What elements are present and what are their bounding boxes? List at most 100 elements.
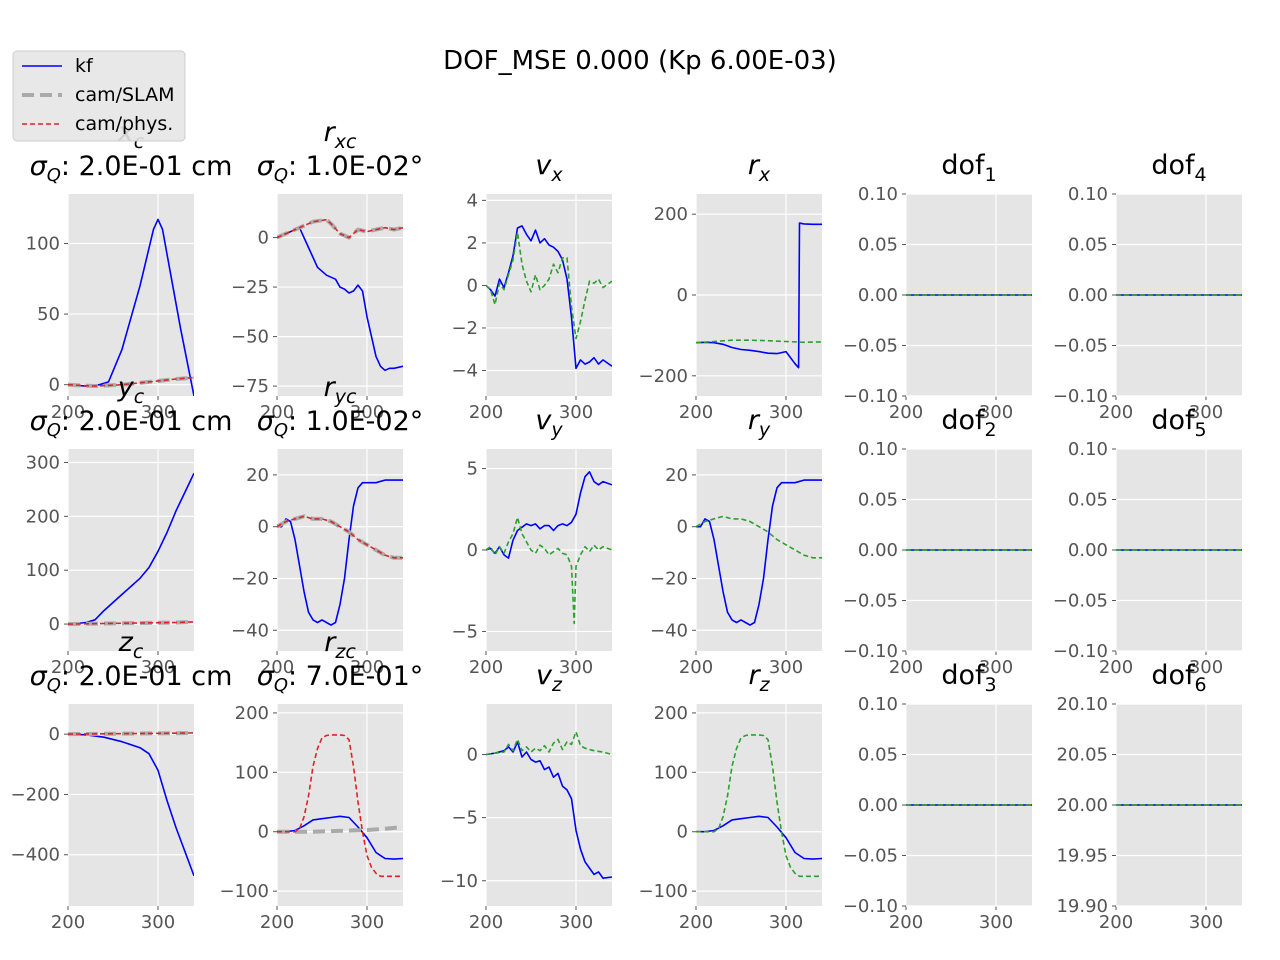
y-tick-label: 0.10 xyxy=(1068,439,1108,460)
legend-label: cam/phys. xyxy=(75,113,173,135)
series-line-cam-phys- xyxy=(277,515,403,559)
x-tick-label: 300 xyxy=(979,402,1013,423)
y-tick-label: 100 xyxy=(26,233,60,254)
x-tick-label: 200 xyxy=(260,912,294,933)
y-tick-label: −0.10 xyxy=(1053,386,1108,407)
y-tick-label: −20 xyxy=(231,568,269,589)
panel-subtitle: σQ: 2.0E-01 cm xyxy=(30,151,233,186)
y-tick-label: 0 xyxy=(467,540,478,561)
x-tick-label: 300 xyxy=(1189,912,1223,933)
x-tick-label: 200 xyxy=(469,402,503,423)
y-tick-label: 0 xyxy=(467,275,478,296)
x-tick-label: 300 xyxy=(559,912,593,933)
series-line-cam-phys- xyxy=(696,515,822,559)
x-tick-label: 200 xyxy=(679,402,713,423)
y-tick-label: 0 xyxy=(258,822,269,843)
y-tick-label: 100 xyxy=(654,762,688,783)
x-tick-label: 300 xyxy=(1189,402,1223,423)
panel-title: vy xyxy=(535,405,563,441)
y-tick-label: 0.05 xyxy=(1068,235,1108,256)
panel-title: zc xyxy=(118,627,144,663)
panel-title: dof6 xyxy=(1151,660,1206,696)
series-group xyxy=(486,730,612,880)
y-tick-label: 200 xyxy=(26,506,60,527)
y-tick-label: 0.10 xyxy=(858,694,898,715)
y-tick-label: 0 xyxy=(677,285,688,306)
y-tick-label: −0.10 xyxy=(843,386,898,407)
series-group xyxy=(277,734,403,878)
panel-title: vx xyxy=(535,150,563,186)
y-tick-label: 0.00 xyxy=(1068,540,1108,561)
y-tick-label: 20 xyxy=(246,465,269,486)
panel-title: dof4 xyxy=(1151,150,1206,186)
series-line-cam-phys- xyxy=(68,621,194,625)
panel-title: rx xyxy=(748,150,771,186)
axes-background xyxy=(486,194,612,396)
panel-title: rxc xyxy=(324,117,357,153)
panel-title: rz xyxy=(748,660,770,696)
y-tick-label: −2 xyxy=(451,318,478,339)
y-tick-label: −0.05 xyxy=(843,591,898,612)
panel-title: dof1 xyxy=(941,150,996,186)
series-group xyxy=(68,218,194,396)
x-tick-label: 200 xyxy=(469,657,503,678)
panel-title: dof3 xyxy=(941,660,996,696)
subplot-4: 200 300 200 0 −200 rx xyxy=(639,150,822,423)
series-line-cam-slam xyxy=(68,375,194,389)
axes-background xyxy=(68,704,194,906)
series-line-cam-slam xyxy=(277,825,403,834)
x-tick-label: 200 xyxy=(1099,912,1133,933)
panel-title: dof2 xyxy=(941,405,996,441)
subplot-11: 200 300 0.10 0.05 0.00 −0.05 −0.10 dof2 xyxy=(843,405,1032,678)
x-tick-label: 200 xyxy=(260,402,294,423)
series-group xyxy=(696,734,822,878)
y-tick-label: 5 xyxy=(467,459,478,480)
series-line-kf xyxy=(277,479,403,626)
y-tick-label: −200 xyxy=(11,784,60,805)
series-line-cam-slam xyxy=(277,514,403,560)
subplot-3: 200 300 4 2 0 −2 −4 vx xyxy=(451,150,612,423)
y-tick-label: −10 xyxy=(440,871,478,892)
y-tick-label: 0.05 xyxy=(1068,490,1108,511)
x-tick-label: 300 xyxy=(350,912,384,933)
x-tick-label: 200 xyxy=(51,912,85,933)
y-tick-label: −100 xyxy=(220,881,269,902)
y-tick-label: 2 xyxy=(467,233,478,254)
y-tick-label: −400 xyxy=(11,845,60,866)
series-line-cam-phys- xyxy=(68,376,194,387)
panel-title: yc xyxy=(117,372,145,408)
y-tick-label: 200 xyxy=(235,703,269,724)
x-tick-label: 300 xyxy=(979,912,1013,933)
y-tick-label: 200 xyxy=(654,204,688,225)
x-tick-label: 200 xyxy=(260,657,294,678)
x-tick-label: 300 xyxy=(559,402,593,423)
axes-background xyxy=(277,704,403,906)
x-tick-label: 200 xyxy=(1099,657,1133,678)
y-tick-label: −75 xyxy=(231,376,269,397)
panel-title: ryc xyxy=(324,372,357,408)
y-tick-label: −0.05 xyxy=(1053,591,1108,612)
subplot-6: 200 300 0.10 0.05 0.00 −0.05 −0.10 dof4 xyxy=(1053,150,1242,423)
series-group xyxy=(68,472,194,627)
x-tick-label: 300 xyxy=(141,657,175,678)
legend-label: cam/SLAM xyxy=(75,84,174,106)
x-tick-label: 200 xyxy=(51,657,85,678)
subplot-9: 200 300 5 0 −5 vy xyxy=(451,405,612,678)
y-tick-label: −0.05 xyxy=(843,336,898,357)
series-line-cam-phys- xyxy=(486,516,612,625)
y-tick-label: 0.00 xyxy=(1068,285,1108,306)
y-tick-label: 20.05 xyxy=(1056,745,1108,766)
y-tick-label: 20 xyxy=(665,465,688,486)
x-tick-label: 200 xyxy=(51,402,85,423)
y-tick-label: 19.90 xyxy=(1056,896,1108,917)
series-group xyxy=(277,479,403,626)
legend-box xyxy=(12,50,186,142)
series-line-cam-phys- xyxy=(277,734,403,878)
subplot-17: 200 300 0.10 0.05 0.00 −0.05 −0.10 dof3 xyxy=(843,660,1032,933)
series-line-kf xyxy=(696,479,822,626)
y-tick-label: 20.10 xyxy=(1056,694,1108,715)
